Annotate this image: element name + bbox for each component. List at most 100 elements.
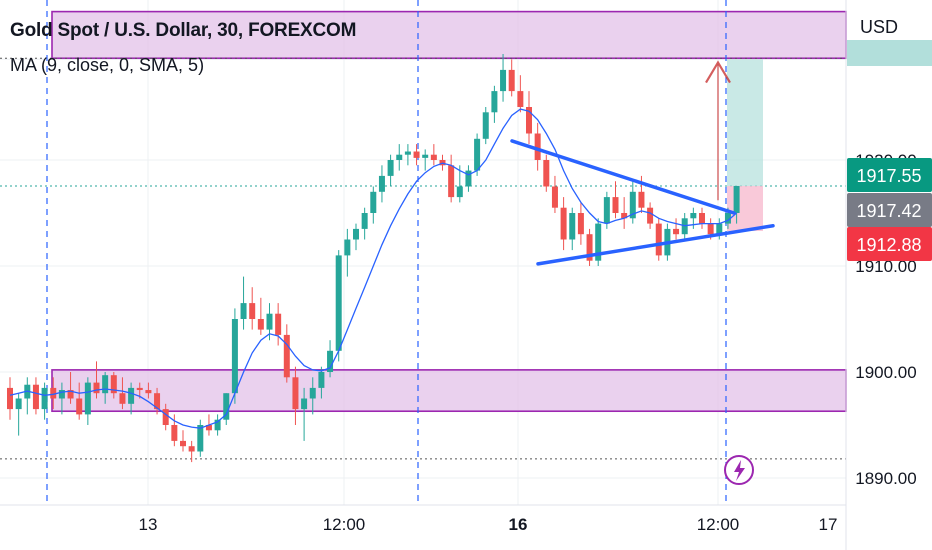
candle-body[interactable] [673, 228, 680, 235]
lightning-glyph [734, 460, 745, 481]
candle-body[interactable] [318, 372, 325, 388]
candle-body[interactable] [716, 223, 723, 235]
candle-body[interactable] [526, 107, 532, 134]
candle-body[interactable] [353, 228, 359, 240]
candle-body[interactable] [136, 387, 143, 391]
price-tag-low [847, 227, 932, 261]
candle-body[interactable] [508, 69, 515, 92]
candle-body[interactable] [655, 223, 662, 256]
price-tag-current [847, 158, 932, 192]
candle-body[interactable] [266, 313, 273, 330]
candle-body[interactable] [275, 313, 282, 335]
candle-body[interactable] [456, 186, 463, 198]
candle-body[interactable] [586, 234, 593, 261]
candle-body[interactable] [231, 319, 238, 394]
candle-body[interactable] [422, 154, 429, 158]
candle-body[interactable] [145, 390, 152, 394]
candle-body[interactable] [93, 382, 100, 394]
candle-body[interactable] [197, 425, 204, 452]
arrow-up-icon [705, 60, 731, 84]
candle-body[interactable] [171, 425, 178, 441]
y-tick-label: 1900.00 [855, 363, 916, 382]
candle-body[interactable] [119, 393, 126, 404]
candle-body[interactable] [301, 398, 308, 410]
candle-body[interactable] [102, 375, 109, 394]
candle-body[interactable] [638, 191, 645, 208]
candle-body[interactable] [58, 390, 65, 399]
candle-body[interactable] [629, 191, 636, 219]
candle-body[interactable] [32, 384, 39, 410]
candle-body[interactable] [690, 213, 697, 219]
stop-loss-zone[interactable] [727, 185, 763, 232]
candle-body[interactable] [50, 387, 57, 399]
candle-body[interactable] [180, 440, 186, 447]
candle-body[interactable] [603, 197, 610, 224]
candle-body[interactable] [404, 151, 411, 155]
candle-body[interactable] [724, 213, 731, 224]
candle-body[interactable] [223, 393, 230, 420]
moving-average-line [9, 108, 738, 429]
candle-body[interactable] [335, 255, 342, 351]
candle-body[interactable] [128, 387, 135, 404]
candle-body[interactable] [517, 91, 524, 107]
candle-body[interactable] [327, 350, 334, 372]
candle-body[interactable] [707, 223, 714, 235]
candle-body[interactable] [551, 186, 558, 208]
candle-body[interactable] [84, 382, 91, 415]
candle-body[interactable] [500, 69, 507, 92]
price-tag-label: 1912.88 [856, 235, 921, 255]
candle-body[interactable] [448, 165, 455, 198]
candle-body[interactable] [569, 213, 576, 240]
candle-body[interactable] [309, 387, 316, 399]
candle-body[interactable] [41, 387, 48, 410]
candle-body[interactable] [7, 387, 13, 410]
candle-body[interactable] [188, 446, 195, 452]
candle-body[interactable] [560, 207, 567, 240]
candle-body[interactable] [474, 138, 481, 171]
candle-body[interactable] [534, 133, 541, 161]
candle-body[interactable] [370, 191, 377, 213]
candle-body[interactable] [361, 213, 368, 229]
candle-body[interactable] [154, 393, 161, 410]
currency-label: USD [860, 17, 899, 37]
profit-target-zone[interactable] [727, 59, 763, 186]
candle-body[interactable] [430, 154, 437, 160]
candle-body[interactable] [15, 398, 22, 410]
candle-body[interactable] [205, 425, 212, 431]
x-tick-label: 12:00 [323, 515, 366, 534]
candle-body[interactable] [257, 319, 264, 330]
candle-body[interactable] [292, 377, 299, 410]
x-tick-label: 12:00 [697, 515, 740, 534]
lower-trendline[interactable] [536, 223, 775, 266]
candle-body[interactable] [162, 409, 169, 425]
upper-trendline[interactable] [510, 139, 736, 215]
candle-body[interactable] [396, 154, 403, 160]
candle-body[interactable] [344, 239, 351, 256]
candle-body[interactable] [465, 170, 472, 187]
price-tag-ma [847, 193, 932, 227]
candle-body[interactable] [482, 112, 489, 139]
candle-body[interactable] [283, 334, 290, 378]
candle-body[interactable] [249, 303, 256, 319]
candle-body[interactable] [378, 175, 385, 192]
candle-body[interactable] [387, 160, 394, 176]
candle-body[interactable] [214, 419, 221, 431]
candle-body[interactable] [491, 91, 498, 113]
candle-body[interactable] [110, 375, 117, 394]
candle-body[interactable] [413, 151, 420, 158]
candle-body[interactable] [647, 207, 654, 224]
candle-body[interactable] [577, 213, 584, 235]
candle-body[interactable] [595, 223, 602, 261]
candle-body[interactable] [240, 303, 247, 319]
candle-body[interactable] [733, 185, 740, 213]
candle-body[interactable] [543, 160, 550, 187]
candle-body[interactable] [699, 213, 705, 224]
support-resistance-zone[interactable] [51, 369, 847, 413]
target-price-tag [847, 40, 932, 66]
candle-body[interactable] [621, 213, 628, 219]
candle-body[interactable] [67, 390, 74, 399]
candle-body[interactable] [612, 197, 619, 213]
indicator-label[interactable]: MA (9, close, 0, SMA, 5) [10, 55, 205, 75]
candle-body[interactable] [76, 398, 83, 415]
